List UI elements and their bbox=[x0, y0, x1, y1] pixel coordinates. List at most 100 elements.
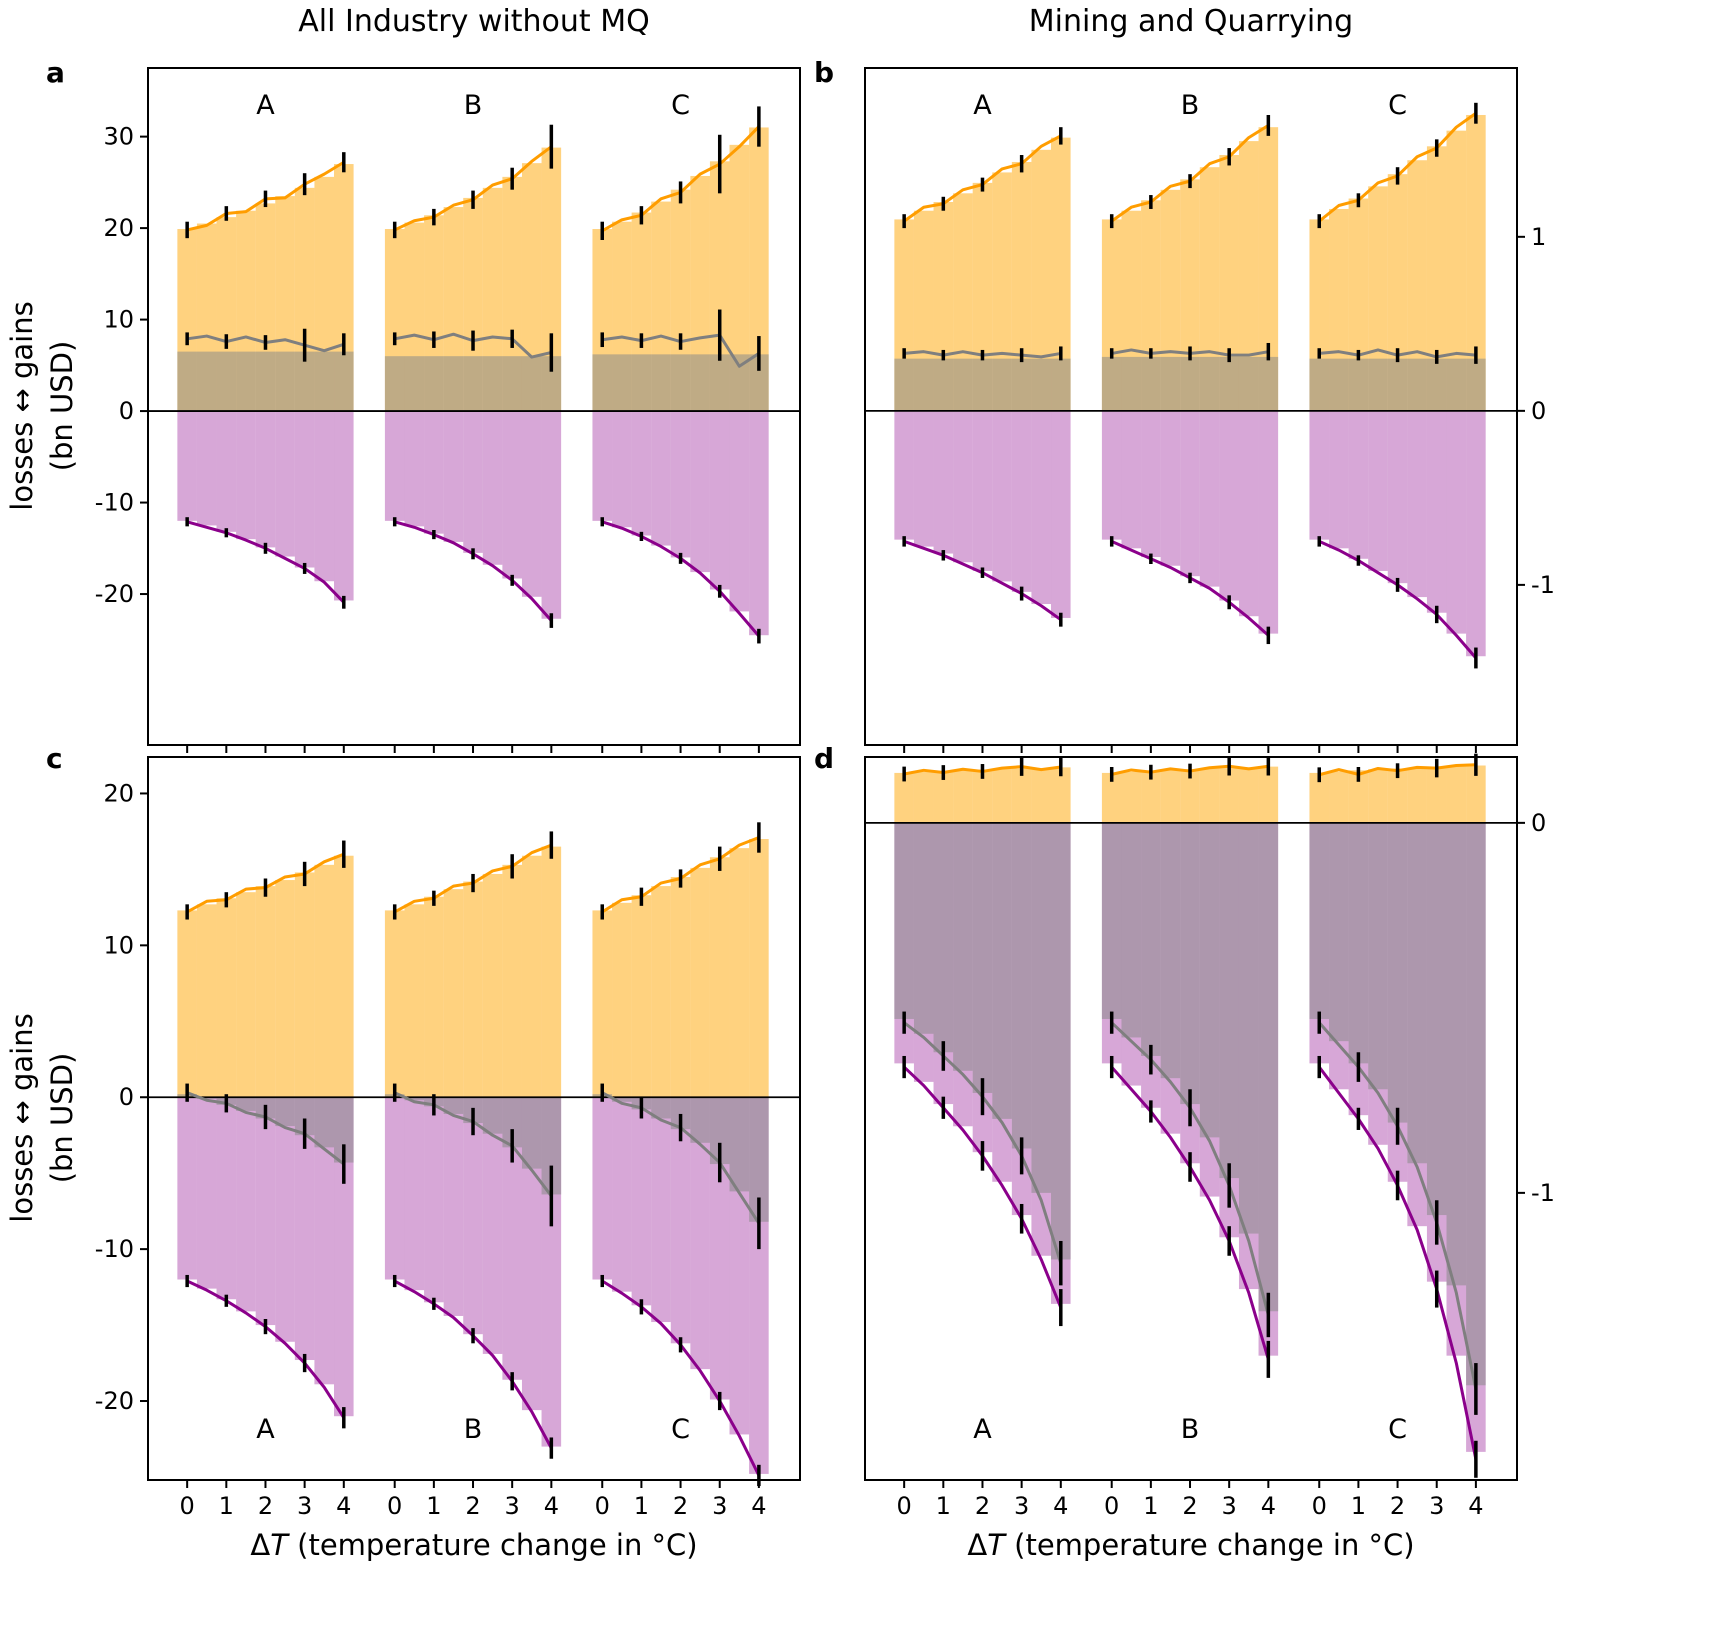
gains-bar bbox=[709, 857, 730, 1098]
mid-bar bbox=[1199, 356, 1220, 411]
mid-bar bbox=[1011, 358, 1032, 411]
mid-bar bbox=[1258, 356, 1279, 411]
mid-bar bbox=[1426, 358, 1447, 411]
losses-bar bbox=[255, 1097, 276, 1326]
losses-bar bbox=[1238, 410, 1259, 617]
losses-bar bbox=[1387, 410, 1408, 584]
mid-bar bbox=[651, 354, 671, 412]
x-tick-label: 2 bbox=[465, 1492, 480, 1520]
gains-bar bbox=[1446, 766, 1467, 823]
group-label-B: B bbox=[1181, 90, 1200, 121]
losses-bar bbox=[1141, 410, 1161, 558]
gains-bar bbox=[1387, 174, 1408, 411]
mid-bar bbox=[463, 356, 483, 412]
gains-bar bbox=[482, 187, 503, 412]
mid-bar bbox=[1446, 822, 1467, 1286]
mid-bar bbox=[972, 358, 993, 411]
gains-bar bbox=[972, 769, 993, 823]
losses-bar bbox=[1051, 410, 1071, 618]
losses-bar bbox=[236, 1097, 256, 1312]
losses-bar bbox=[255, 411, 276, 548]
mid-bar bbox=[1446, 358, 1467, 411]
losses-bar bbox=[314, 411, 335, 582]
gains-bar bbox=[1348, 770, 1369, 823]
x-tick-label: 4 bbox=[1468, 1492, 1483, 1520]
losses-bar bbox=[709, 411, 730, 590]
panel-border bbox=[147, 756, 801, 1481]
gains-bar bbox=[690, 175, 710, 412]
y-tick-label: -10 bbox=[95, 489, 134, 517]
losses-bar bbox=[1309, 410, 1330, 540]
mid-bar bbox=[1407, 358, 1427, 411]
gains-bar bbox=[933, 771, 954, 823]
mid-bar bbox=[334, 351, 354, 412]
losses-bars bbox=[177, 411, 769, 636]
y-tick-label: 0 bbox=[1531, 809, 1546, 837]
mid-bar bbox=[592, 354, 613, 412]
mid-bar bbox=[216, 351, 237, 412]
losses-bar bbox=[913, 410, 934, 547]
losses-bar bbox=[1160, 410, 1181, 566]
losses-bar bbox=[631, 411, 652, 536]
losses-bar bbox=[670, 411, 691, 558]
y-axis-label-row1-unit: (bn USD) bbox=[45, 340, 79, 472]
mid-bar bbox=[1141, 356, 1161, 411]
x-axis-label-T: T bbox=[270, 1528, 288, 1562]
losses-bar bbox=[592, 1097, 613, 1280]
group-label-B: B bbox=[1181, 1414, 1200, 1445]
y-axis-label-row1-direction: losses ↔ gains bbox=[5, 301, 39, 511]
mid-bar bbox=[1387, 822, 1408, 1123]
panel-a: A B C 30 20 10 0 -10 -20 bbox=[95, 67, 801, 753]
mid-bar bbox=[314, 351, 335, 412]
panel-border bbox=[147, 67, 801, 746]
gains-bars bbox=[177, 839, 769, 1098]
gains-bar bbox=[1011, 161, 1032, 411]
gains-bar bbox=[1309, 772, 1330, 823]
gains-bar bbox=[502, 864, 522, 1098]
group-label-C: C bbox=[671, 90, 690, 121]
gains-bars bbox=[894, 765, 1486, 823]
mid-bar bbox=[1051, 822, 1071, 1260]
mid-bar bbox=[1219, 356, 1239, 411]
losses-bar bbox=[1121, 410, 1142, 549]
gains-bar bbox=[953, 770, 973, 823]
x-tick-label: 0 bbox=[595, 1492, 610, 1520]
gains-bar bbox=[521, 163, 542, 412]
mid-bar bbox=[631, 354, 652, 412]
x-tick-label: 3 bbox=[297, 1492, 312, 1520]
mid-bar bbox=[1199, 822, 1220, 1138]
gains-bar bbox=[1199, 768, 1220, 823]
losses-bar bbox=[216, 1097, 237, 1300]
gains-bar bbox=[1329, 771, 1349, 823]
losses-bar bbox=[1446, 410, 1467, 634]
gains-bar bbox=[1051, 767, 1071, 823]
mid-bar bbox=[953, 822, 973, 1071]
losses-bar bbox=[443, 1097, 464, 1316]
gains-bar bbox=[541, 147, 562, 412]
x-tick-label: 3 bbox=[505, 1492, 520, 1520]
y-tick-label: 30 bbox=[103, 123, 134, 151]
gains-bar bbox=[1466, 765, 1486, 823]
mid-bar bbox=[1180, 356, 1200, 411]
y-tick-label: -20 bbox=[95, 1387, 134, 1415]
group-label-A: A bbox=[256, 1414, 275, 1445]
gains-bar bbox=[1199, 167, 1220, 411]
gains-bar bbox=[1160, 769, 1181, 823]
y-tick-label: 10 bbox=[103, 306, 134, 334]
gains-bar bbox=[709, 161, 730, 412]
mid-bar bbox=[933, 358, 954, 411]
losses-bar bbox=[384, 1097, 405, 1280]
mid-bar bbox=[275, 1097, 295, 1127]
group-label-C: C bbox=[1388, 1414, 1407, 1445]
panel-border bbox=[864, 67, 1518, 746]
mid-bar bbox=[1407, 822, 1427, 1164]
mid-bar bbox=[1160, 356, 1181, 411]
gains-bar bbox=[749, 127, 769, 412]
mid-bar bbox=[236, 351, 256, 412]
mid-bar bbox=[1160, 822, 1181, 1079]
x-axis-label-rest: (temperature change in °C) bbox=[1004, 1528, 1415, 1562]
losses-bar bbox=[1031, 410, 1052, 605]
gains-bar bbox=[690, 867, 710, 1098]
mid-bar bbox=[670, 354, 691, 412]
